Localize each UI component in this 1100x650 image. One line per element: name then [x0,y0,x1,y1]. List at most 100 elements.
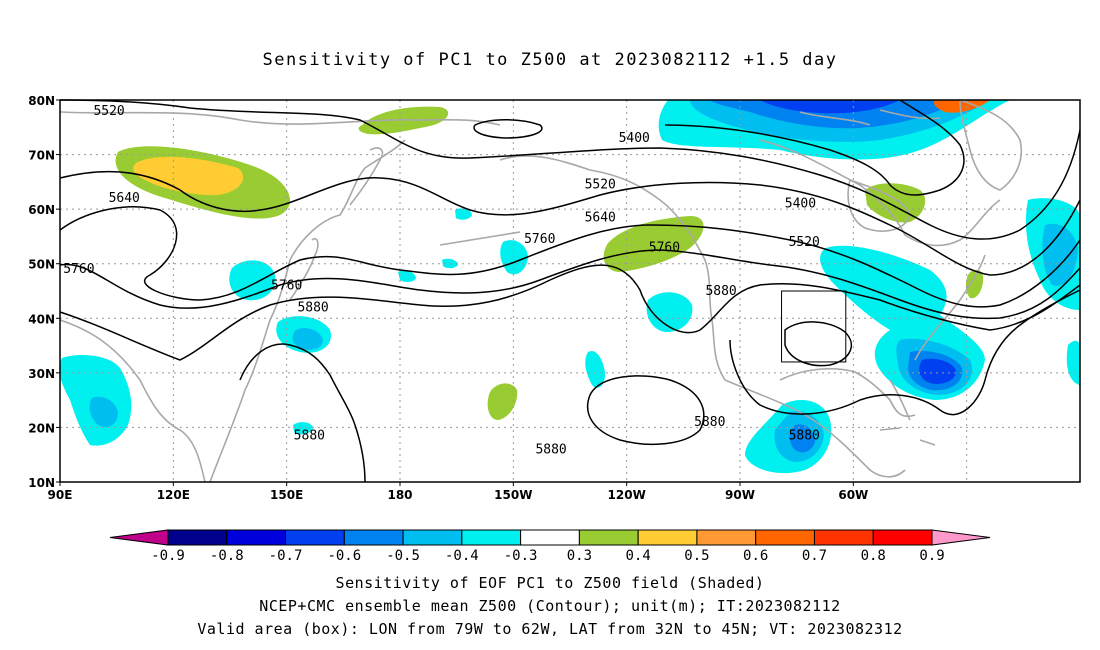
contour-label: 5640 [109,191,140,206]
aleutians [439,231,521,246]
negative-patch [760,100,900,114]
colorbar-label: -0.9 [151,548,185,564]
positive-patch [965,269,984,299]
contour-label: 5880 [694,415,725,430]
asia-coastline [59,319,206,483]
colorbar-swatch [343,529,404,546]
colorbar-right-arrow [931,529,991,546]
colorbar-label: -0.3 [504,548,538,564]
sensitivity-shading [59,100,1080,474]
colorbar-swatch [461,529,522,546]
lat-label: 20N [28,421,55,435]
greenland [959,98,1022,191]
contour-label: 5400 [619,131,650,146]
lat-label: 30N [28,367,55,381]
contour-label: 5520 [789,235,820,250]
contour-label: 5640 [585,210,616,225]
lon-label: 60W [838,488,868,502]
colorbar-left-arrow [109,529,169,546]
contour-label: 5880 [705,284,736,299]
negative-patch [398,270,416,283]
kamchatka [349,147,384,206]
contour-label: 5880 [789,429,820,444]
gulf-coast [779,367,916,418]
colorbar-label: -0.7 [269,548,303,564]
contour-label: 5520 [93,104,124,119]
negative-patch [293,422,313,435]
contour-labels: 5520 5400 5520 5640 5640 5400 5520 5760 5760 5760… [63,104,820,457]
colorbar-swatch [755,529,815,546]
lon-label: 180 [387,488,412,502]
contour-5760 [59,206,1081,308]
lat-label: 10N [28,476,55,490]
lat-label: 70N [28,149,55,163]
colorbar-label: 0.8 [861,548,886,564]
negative-patch [1042,223,1078,286]
contour-label: 5880 [535,442,566,457]
contour-label: 5760 [63,262,94,277]
colorbar-label: 0.3 [567,548,592,564]
coastlines [59,98,1022,483]
lon-label: 120W [608,488,646,502]
central-america-coast [724,379,906,478]
caribbean [879,427,936,446]
lat-label: 60N [28,203,55,217]
contour-label: 5760 [524,232,555,247]
colorbar-label: -0.4 [445,548,479,564]
lon-label: 150W [494,488,532,502]
colorbar-swatch [872,529,933,546]
colorbar-label: 0.4 [626,548,651,564]
colorbar-label: 0.9 [919,548,944,564]
grid-lines [60,100,1080,482]
colorbar-swatch [578,529,639,546]
colorbar-swatch [696,529,757,546]
negative-patch [710,100,960,129]
contour-label: 5760 [649,240,680,255]
colorbar-swatch [813,529,874,546]
lat-label: 80N [28,94,55,108]
positive-patch [603,216,704,272]
contour-5640 [59,170,1081,276]
negative-patch [919,358,956,384]
alaska-coast [499,155,726,381]
caption-line-3: Valid area (box): LON from 79W to 62W, L… [197,620,903,638]
lat-label: 40N [28,312,55,326]
japan [289,237,319,301]
us-east-coast [914,254,986,361]
canada-coast [759,139,1001,247]
lon-label: 90E [48,488,73,502]
florida [889,379,911,421]
contour-label: 5880 [294,429,325,444]
positive-patch [487,383,518,420]
colorbar-swatch [402,529,463,546]
valid-area-box [781,290,847,363]
positive-patch [933,100,990,113]
map-title: Sensitivity of PC1 to Z500 at 2023082112… [262,50,838,70]
contour-5400 [664,99,965,196]
contour-5880-pacific [586,375,705,446]
negative-patch [789,424,815,453]
colorbar-swatch [226,529,287,546]
colorbar-label: -0.5 [386,548,420,564]
map-frame [59,99,1081,483]
colorbar-label: 0.7 [802,548,827,564]
north-asia-coast [59,111,501,126]
colorbar-label: 0.6 [743,548,768,564]
contour-label: 5880 [297,300,328,315]
longitude-labels: 90E 120E 150E 180 150W 120W 90W 60W [48,482,868,502]
positive-patch-strong [133,156,244,196]
negative-patch [585,350,606,388]
contour-5880-atl [729,289,1081,416]
negative-patch [292,328,323,350]
lon-label: 150E [270,488,303,502]
caption-line-1: Sensitivity of EOF PC1 to Z500 field (Sh… [335,574,765,592]
lat-label: 50N [28,258,55,272]
contour-5880-west-atl [784,321,852,367]
latitude-labels: 80N 70N 60N 50N 40N 30N 20N 10N [28,94,60,490]
lon-label: 120E [157,488,190,502]
contour-5880-south [239,343,366,483]
caption-line-2: NCEP+CMC ensemble mean Z500 (Contour); u… [259,597,841,615]
negative-patch [646,292,693,333]
colorbar-swatch [520,529,580,546]
